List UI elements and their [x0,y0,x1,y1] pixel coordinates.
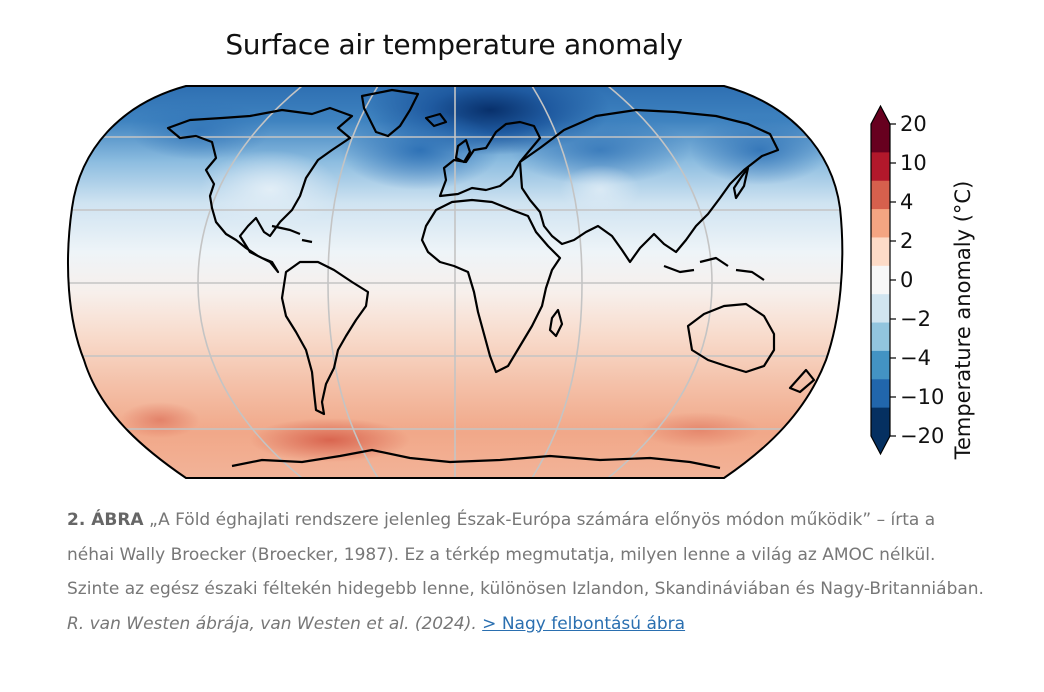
coastlines [166,88,816,470]
colorbar-tick-2: 2 [900,229,914,253]
british-isles-coast [454,138,472,164]
colorbar-segment [871,407,890,437]
antarctica-coast [231,448,721,470]
colorbar-tick-minus-10: −10 [900,385,945,409]
colorbar-tick-4: 4 [900,190,914,214]
temperature-field [68,86,843,478]
colorbar-extend-min [871,436,890,454]
colorbar-tick-10: 10 [900,151,927,175]
colorbar-segment [871,294,890,324]
world-map [67,85,896,479]
colorbar-segment [871,209,890,238]
colorbar-segment [871,180,890,210]
colorbar-segment [871,152,890,182]
colorbar-label: Temperature anomaly (°C) [951,180,975,460]
colorbar-segment [871,124,890,153]
greenland-coast [360,88,420,138]
colorbar-extend-max [871,106,890,124]
australia-coast [686,302,776,374]
colorbar-segment [871,322,890,352]
figure-number: 2. ÁBRA [67,510,144,530]
globe-outline [67,85,844,479]
colorbar-segment [871,265,890,295]
africa-coast [420,198,562,374]
colorbar-segment [871,379,890,409]
colorbar-tick-20: 20 [900,112,927,136]
south-america-coast [280,260,370,416]
colorbar-tick-minus-20: −20 [900,424,945,448]
colorbar-tick-0: 0 [900,268,914,292]
figure-caption: 2. ÁBRA „A Föld éghajlati rendszere jele… [67,503,987,641]
caption-text: „A Föld éghajlati rendszere jelenleg Ész… [67,510,984,599]
colorbar [870,104,896,456]
colorbar-tick-minus-2: −2 [900,307,931,331]
colorbar-tick-minus-4: −4 [900,346,931,370]
north-america-coast [166,106,354,274]
asia-coast [518,108,780,264]
figure-credit: R. van Westen ábrája, van Westen et al. … [67,613,477,634]
colorbar-segment [871,237,890,267]
colorbar-segment [871,350,890,380]
figure-title: Surface air temperature anomaly [225,28,683,61]
europe-coast [438,120,542,198]
high-resolution-link[interactable]: > Nagy felbontású ábra [482,613,686,634]
